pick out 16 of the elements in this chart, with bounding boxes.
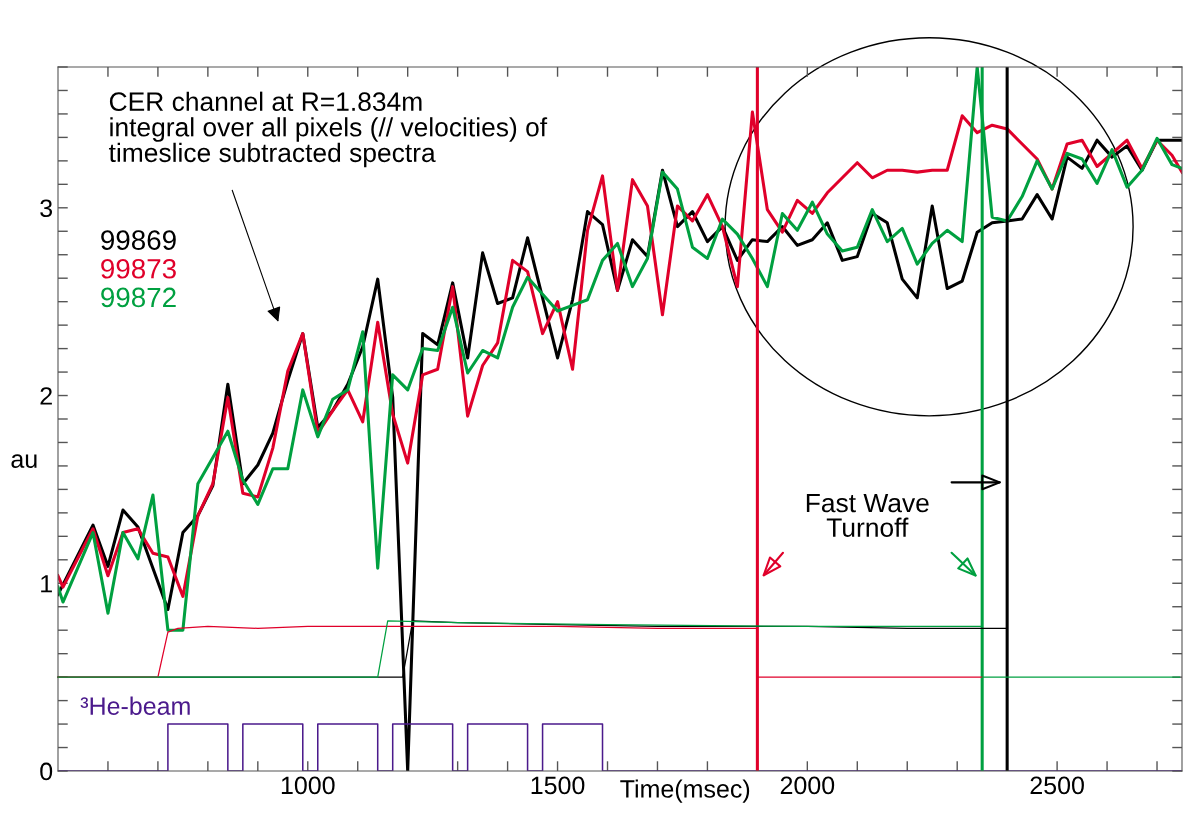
series-label: ³He-beam: [80, 696, 190, 715]
x-tick-label: 2500: [1030, 776, 1084, 795]
x-tick-label: 1000: [281, 776, 335, 795]
y-tick-label: 3: [40, 199, 53, 218]
y-tick-label: 2: [40, 387, 52, 405]
text: 99869: [101, 230, 176, 250]
text: 99873: [101, 258, 176, 279]
y-tick-label: 0: [40, 762, 53, 781]
text: 99872: [101, 287, 176, 308]
annotation: Fast Wave Turnoff: [806, 493, 929, 537]
annotation: CER channel at R=1.834m integral over all pixels (// velocities) of timeslice subtracted spectra: [108, 91, 548, 168]
x-tick-label: 2000: [780, 776, 835, 795]
y-axis-title: au: [11, 454, 37, 468]
x-axis-title: Time(msec): [620, 779, 750, 803]
y-tick-label: 1: [41, 575, 52, 593]
x-tick-label: 1500: [531, 776, 585, 795]
